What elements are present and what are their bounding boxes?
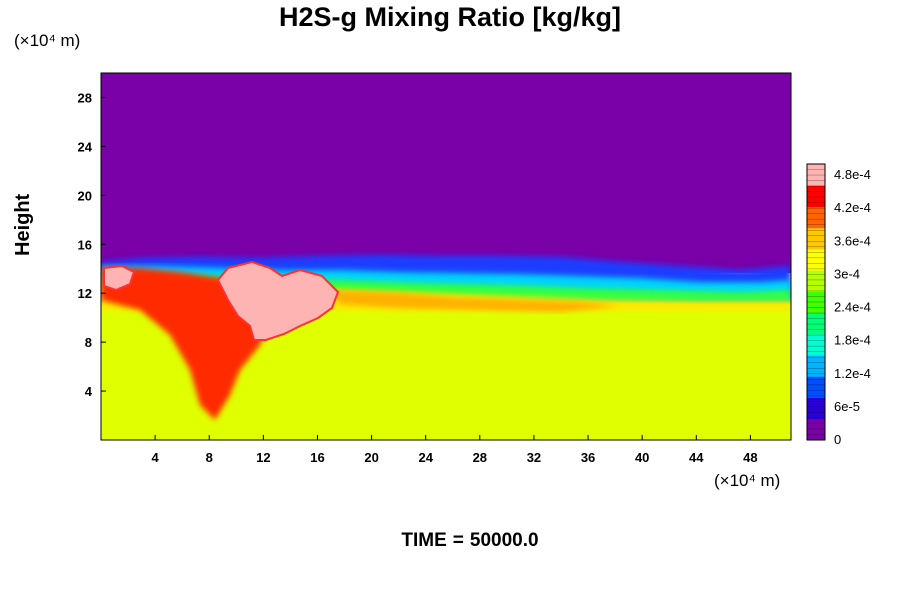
colorbar-label: 6e-5 bbox=[834, 399, 860, 414]
colorbar-swatch bbox=[807, 227, 825, 250]
plot-area bbox=[101, 73, 791, 440]
x-tick-label: 24 bbox=[418, 450, 433, 465]
time-equals: = bbox=[452, 530, 464, 551]
x-axis-ticks: 4 8 12 16 20 24 28 32 36 40 44 48 bbox=[152, 435, 758, 465]
plume-max bbox=[216, 260, 340, 341]
colorbar-swatch bbox=[807, 206, 825, 229]
time-readout: TIME = 50000.0 bbox=[0, 530, 900, 552]
colorbar-label: 3.6e-4 bbox=[834, 233, 871, 248]
plot-frame bbox=[100, 72, 792, 441]
x-tick-label: 32 bbox=[527, 450, 541, 465]
x-tick-label: 40 bbox=[635, 450, 649, 465]
colorbar-swatch bbox=[807, 270, 825, 292]
y-tick-label: 24 bbox=[78, 139, 93, 154]
x-tick-label: 20 bbox=[364, 450, 378, 465]
y-tick-label: 20 bbox=[78, 188, 92, 203]
colorbar-label: 2.4e-4 bbox=[834, 300, 871, 315]
colorbar-swatch bbox=[807, 248, 825, 271]
x-tick-label: 44 bbox=[689, 450, 704, 465]
y-axis-scale-label: (×10⁴ m) bbox=[14, 31, 81, 50]
chart-title: H2S-g Mixing Ratio [kg/kg] bbox=[278, 2, 621, 32]
x-tick-label: 4 bbox=[152, 450, 160, 465]
colorbar-swatch bbox=[807, 185, 825, 207]
plume-left bbox=[103, 264, 136, 292]
x-tick-label: 8 bbox=[206, 450, 213, 465]
x-tick-label: 48 bbox=[743, 450, 757, 465]
colorbar-swatch bbox=[807, 418, 825, 441]
time-value: 50000.0 bbox=[469, 530, 539, 551]
y-axis-ticks: 4 8 12 16 20 24 28 bbox=[78, 90, 106, 399]
colorbar-label: 0 bbox=[834, 432, 841, 447]
colorbar-swatch bbox=[807, 376, 825, 399]
colorbar-frame bbox=[806, 163, 826, 441]
x-tick-label: 36 bbox=[581, 450, 595, 465]
x-tick-label: 12 bbox=[256, 450, 270, 465]
y-tick-label: 12 bbox=[78, 286, 92, 301]
x-tick-label: 16 bbox=[310, 450, 324, 465]
colorbar-swatch bbox=[807, 312, 825, 335]
colorbar: 0 6e-5 1.2e-4 1.8e-4 2.4e-4 3e-4 3.6e-4 4.2e-4 4… bbox=[806, 163, 871, 447]
x-axis-scale-label: (×10⁴ m) bbox=[714, 471, 781, 490]
time-label: TIME bbox=[401, 530, 447, 551]
colorbar-swatch bbox=[807, 333, 825, 356]
colorbar-label: 4.2e-4 bbox=[834, 200, 871, 215]
colorbar-swatch bbox=[807, 397, 825, 420]
x-tick-label: 28 bbox=[473, 450, 487, 465]
colorbar-label: 1.2e-4 bbox=[834, 366, 871, 381]
y-tick-label: 8 bbox=[85, 335, 92, 350]
y-tick-label: 4 bbox=[85, 384, 93, 399]
band-red bbox=[101, 268, 270, 420]
region-upper bbox=[101, 73, 791, 273]
colorbar-label: 1.8e-4 bbox=[834, 333, 871, 348]
y-tick-label: 28 bbox=[78, 90, 92, 105]
colorbar-swatch bbox=[807, 355, 825, 377]
colorbar-label: 3e-4 bbox=[834, 266, 860, 281]
colorbar-swatch bbox=[807, 291, 825, 314]
y-tick-label: 16 bbox=[78, 237, 92, 252]
colorbar-label: 4.8e-4 bbox=[834, 167, 871, 182]
band-orange bbox=[330, 290, 620, 312]
